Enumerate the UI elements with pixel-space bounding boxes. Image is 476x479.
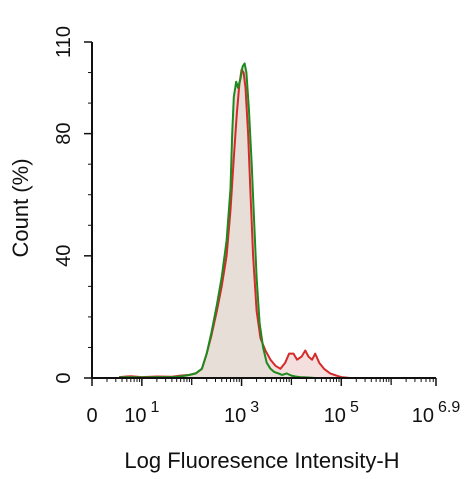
x-tick-label: 10 1 [124,399,159,427]
plot-area [91,42,436,379]
histogram-line-layer [119,62,351,379]
y-tick-label: 40 [53,245,75,267]
y-tick-label: 80 [53,122,75,144]
x-tick-label: 10 5 [324,399,359,427]
x-tick-label: 10 3 [224,399,259,427]
histogram-line-green [119,62,316,379]
y-axis-title: Count (%) [8,158,33,257]
x-axis-title: Log Fluoresence Intensity-H [124,448,399,473]
plot-frame [91,42,436,379]
histogram-area-green [119,63,316,379]
histogram-fill-layer [119,63,351,379]
x-tick-label: 10 6.9 [412,399,461,427]
x-axis: 0 10 1 10 3 10 5 10 6.9 [86,378,460,427]
x-tick-label: 0 [86,405,97,427]
y-tick-label: 0 [53,372,75,383]
y-tick-label: 110 [53,26,75,58]
y-axis: 0 40 80 110 [53,26,92,384]
